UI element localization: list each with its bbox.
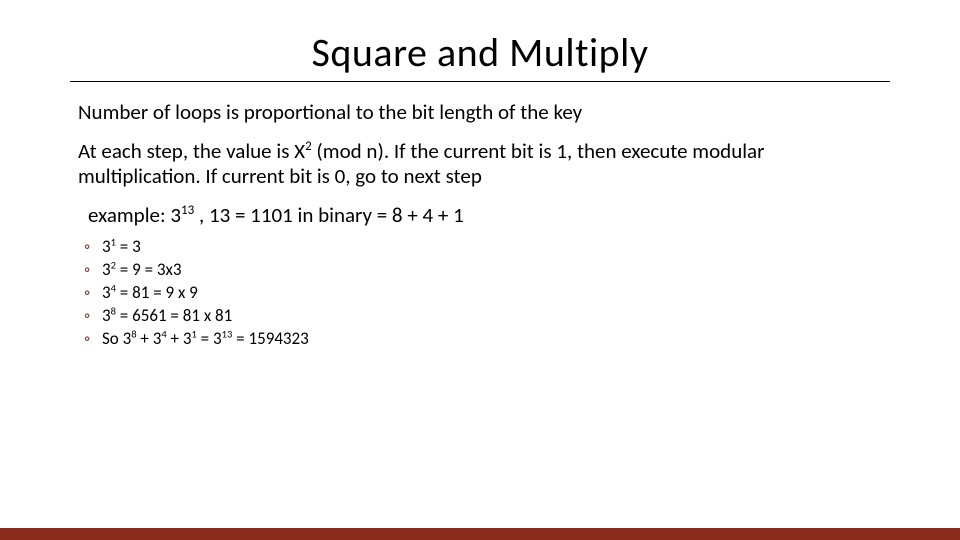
- f-e: = 1594323: [232, 328, 308, 349]
- slide: Square and Multiply Number of loops is p…: [0, 28, 960, 540]
- base: 3: [102, 305, 111, 326]
- list-item: 32 = 9 = 3x3: [84, 259, 882, 282]
- f-d: = 3: [197, 328, 222, 349]
- list-item: 38 = 6561 = 81 x 81: [84, 305, 882, 328]
- p2-text-a: At each step, the value is X: [78, 138, 305, 164]
- list-item: 31 = 3: [84, 236, 882, 259]
- base: 3: [102, 236, 111, 257]
- paragraph-1: Number of loops is proportional to the b…: [78, 100, 882, 125]
- f-b: + 3: [137, 328, 162, 349]
- title-underline: [70, 81, 890, 82]
- list-item-final: So 38 + 34 + 31 = 313 = 1594323: [84, 328, 882, 351]
- rest: = 6561 = 81 x 81: [116, 305, 232, 326]
- rest: = 81 = 9 x 9: [116, 282, 198, 303]
- footer-bar: [0, 528, 960, 540]
- rest: = 9 = 3x3: [116, 259, 182, 280]
- slide-title: Square and Multiply: [0, 28, 960, 77]
- list-item: 34 = 81 = 9 x 9: [84, 282, 882, 305]
- example-sup: 13: [181, 203, 194, 218]
- base: 3: [102, 259, 111, 280]
- f-a: So 3: [102, 328, 131, 349]
- base: 3: [102, 282, 111, 303]
- slide-body: Number of loops is proportional to the b…: [78, 100, 882, 351]
- p2-sup: 2: [305, 139, 312, 154]
- example-a: example: 3: [88, 202, 181, 228]
- example-line: example: 313 , 13 = 1101 in binary = 8 +…: [88, 202, 882, 228]
- f-c: + 3: [167, 328, 192, 349]
- f-e4: 13: [222, 327, 233, 340]
- bullet-list: 31 = 3 32 = 9 = 3x3 34 = 81 = 9 x 9 38 =…: [84, 236, 882, 351]
- rest: = 3: [116, 236, 141, 257]
- paragraph-2: At each step, the value is X2 (mod n). I…: [78, 139, 882, 189]
- example-b: , 13 = 1101 in binary = 8 + 4 + 1: [194, 202, 464, 228]
